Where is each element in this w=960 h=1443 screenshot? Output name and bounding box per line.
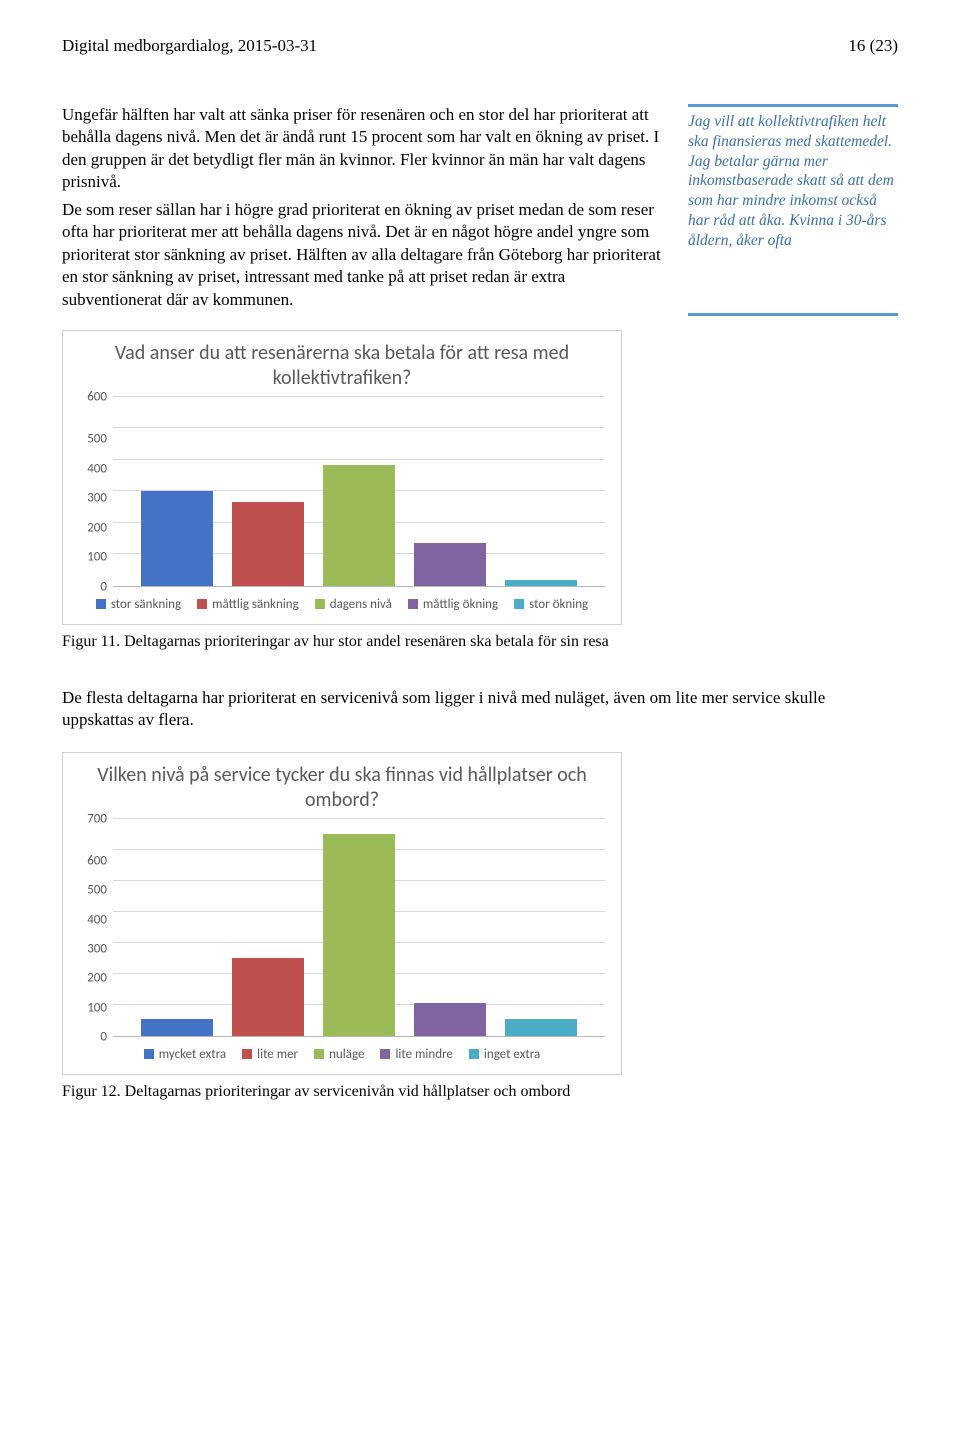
body-text: Ungefär hälften har valt att sänka prise… bbox=[62, 104, 662, 316]
paragraph-2: De som reser sällan har i högre grad pri… bbox=[62, 199, 662, 311]
chart-1: Vad anser du att resenärerna ska betala … bbox=[62, 330, 622, 625]
y-tick-label: 600 bbox=[87, 390, 107, 403]
legend-label: lite mindre bbox=[395, 1047, 452, 1062]
y-tick-label: 500 bbox=[87, 433, 107, 446]
legend-swatch bbox=[144, 1049, 154, 1059]
bar bbox=[323, 834, 395, 1036]
legend-item: lite mer bbox=[242, 1047, 298, 1062]
paragraph-1: Ungefär hälften har valt att sänka prise… bbox=[62, 104, 662, 194]
pull-quote: Jag vill att kollektivtrafiken helt ska … bbox=[688, 104, 898, 316]
y-axis: 0100200300400500600700 bbox=[79, 819, 113, 1037]
bar bbox=[505, 1019, 577, 1036]
intro-two-column: Ungefär hälften har valt att sänka prise… bbox=[62, 104, 898, 316]
legend-swatch bbox=[408, 599, 418, 609]
y-tick-label: 100 bbox=[87, 1001, 107, 1014]
legend-swatch bbox=[96, 599, 106, 609]
bar bbox=[232, 502, 304, 585]
legend-item: stor ökning bbox=[514, 597, 588, 612]
legend-swatch bbox=[314, 1049, 324, 1059]
figure-caption-2: Figur 12. Deltagarnas prioriteringar av … bbox=[62, 1083, 898, 1101]
header-right: 16 (23) bbox=[848, 36, 898, 56]
legend-item: måttlig ökning bbox=[408, 597, 498, 612]
bar bbox=[141, 491, 213, 586]
legend: mycket extra lite mer nuläge lite mindre ing… bbox=[79, 1047, 605, 1062]
legend-item: dagens nivå bbox=[315, 597, 392, 612]
chart-2: Vilken nivå på service tycker du ska fin… bbox=[62, 752, 622, 1075]
legend-swatch bbox=[242, 1049, 252, 1059]
chart-title: Vad anser du att resenärerna ska betala … bbox=[79, 341, 605, 391]
legend-label: inget extra bbox=[484, 1047, 540, 1062]
y-tick-label: 100 bbox=[87, 551, 107, 564]
legend-label: nuläge bbox=[329, 1047, 364, 1062]
y-tick-label: 300 bbox=[87, 492, 107, 505]
legend-item: nuläge bbox=[314, 1047, 364, 1062]
y-tick-label: 600 bbox=[87, 855, 107, 868]
legend-label: måttlig sänkning bbox=[212, 597, 299, 612]
bar bbox=[141, 1019, 213, 1036]
legend-item: lite mindre bbox=[380, 1047, 452, 1062]
legend-item: mycket extra bbox=[144, 1047, 226, 1062]
y-tick-label: 400 bbox=[87, 913, 107, 926]
bar bbox=[232, 958, 304, 1036]
legend-label: lite mer bbox=[257, 1047, 298, 1062]
plot-area bbox=[113, 397, 605, 587]
mid-paragraph: De flesta deltagarna har prioriterat en … bbox=[62, 687, 898, 732]
y-tick-label: 200 bbox=[87, 972, 107, 985]
plot-area bbox=[113, 819, 605, 1037]
page-header: Digital medborgardialog, 2015-03-31 16 (… bbox=[62, 36, 898, 56]
legend-label: stor ökning bbox=[529, 597, 588, 612]
bar bbox=[414, 543, 486, 586]
legend-swatch bbox=[380, 1049, 390, 1059]
y-tick-label: 700 bbox=[87, 812, 107, 825]
legend-label: måttlig ökning bbox=[423, 597, 498, 612]
legend: stor sänkning måttlig sänkning dagens nivå… bbox=[79, 597, 605, 612]
legend-swatch bbox=[514, 599, 524, 609]
legend-swatch bbox=[315, 599, 325, 609]
bars-container bbox=[113, 819, 605, 1036]
y-tick-label: 300 bbox=[87, 942, 107, 955]
legend-swatch bbox=[197, 599, 207, 609]
chart-title: Vilken nivå på service tycker du ska fin… bbox=[79, 763, 605, 813]
bar bbox=[323, 465, 395, 586]
figure-caption-1: Figur 11. Deltagarnas prioriteringar av … bbox=[62, 633, 898, 651]
legend-label: mycket extra bbox=[159, 1047, 226, 1062]
y-axis: 0100200300400500600 bbox=[79, 397, 113, 587]
legend-item: måttlig sänkning bbox=[197, 597, 299, 612]
header-left: Digital medborgardialog, 2015-03-31 bbox=[62, 36, 317, 56]
legend-item: inget extra bbox=[469, 1047, 540, 1062]
legend-item: stor sänkning bbox=[96, 597, 181, 612]
bars-container bbox=[113, 397, 605, 586]
bar bbox=[414, 1003, 486, 1036]
legend-label: dagens nivå bbox=[330, 597, 392, 612]
y-tick-label: 0 bbox=[100, 580, 107, 593]
y-tick-label: 400 bbox=[87, 462, 107, 475]
bar bbox=[505, 580, 577, 586]
y-tick-label: 0 bbox=[100, 1030, 107, 1043]
legend-swatch bbox=[469, 1049, 479, 1059]
legend-label: stor sänkning bbox=[111, 597, 181, 612]
y-tick-label: 200 bbox=[87, 521, 107, 534]
y-tick-label: 500 bbox=[87, 884, 107, 897]
